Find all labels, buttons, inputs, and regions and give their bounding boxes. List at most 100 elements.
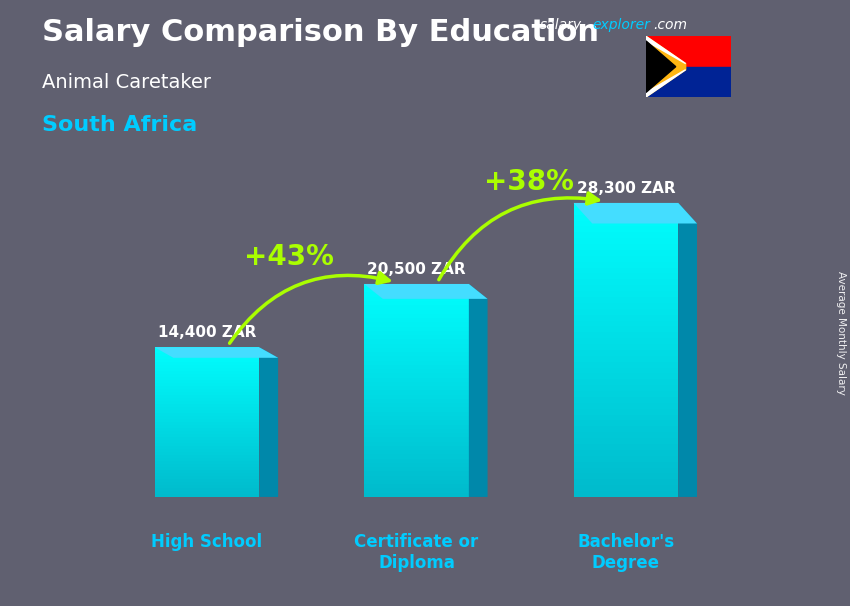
- Bar: [364, 335, 469, 339]
- Text: Animal Caretaker: Animal Caretaker: [42, 73, 212, 92]
- Bar: [155, 446, 259, 449]
- Bar: [364, 344, 469, 348]
- Bar: [574, 473, 678, 479]
- Bar: [364, 301, 469, 305]
- Bar: [364, 425, 469, 429]
- Bar: [155, 422, 259, 425]
- Bar: [364, 310, 469, 314]
- Bar: [574, 285, 678, 291]
- Text: +43%: +43%: [245, 244, 334, 271]
- Bar: [155, 455, 259, 458]
- Bar: [364, 429, 469, 433]
- Bar: [574, 262, 678, 268]
- Text: Average Monthly Salary: Average Monthly Salary: [836, 271, 846, 395]
- Bar: [364, 373, 469, 378]
- Bar: [155, 392, 259, 395]
- Bar: [574, 479, 678, 485]
- Bar: [364, 314, 469, 318]
- Bar: [574, 373, 678, 379]
- Bar: [574, 427, 678, 432]
- Text: +38%: +38%: [484, 168, 574, 196]
- Polygon shape: [678, 203, 697, 497]
- Bar: [155, 428, 259, 431]
- Bar: [364, 395, 469, 399]
- Bar: [155, 362, 259, 365]
- Bar: [574, 344, 678, 350]
- Bar: [574, 415, 678, 421]
- Bar: [364, 348, 469, 352]
- Bar: [574, 491, 678, 497]
- Bar: [155, 434, 259, 437]
- Bar: [364, 361, 469, 365]
- Bar: [155, 347, 259, 350]
- Polygon shape: [646, 36, 680, 97]
- Bar: [364, 450, 469, 454]
- Bar: [155, 359, 259, 362]
- Bar: [574, 238, 678, 244]
- Bar: [155, 449, 259, 452]
- Bar: [155, 488, 259, 491]
- Bar: [364, 297, 469, 301]
- Text: 14,400 ZAR: 14,400 ZAR: [158, 325, 256, 340]
- Text: explorer: explorer: [592, 18, 650, 32]
- Bar: [574, 408, 678, 415]
- Bar: [155, 383, 259, 386]
- Bar: [155, 401, 259, 404]
- Bar: [155, 464, 259, 467]
- Bar: [364, 365, 469, 369]
- Bar: [364, 446, 469, 450]
- Bar: [364, 378, 469, 382]
- Bar: [574, 221, 678, 227]
- Bar: [155, 437, 259, 440]
- Bar: [364, 331, 469, 335]
- Bar: [155, 350, 259, 353]
- Bar: [155, 425, 259, 428]
- Bar: [364, 407, 469, 411]
- Bar: [574, 432, 678, 438]
- Bar: [155, 371, 259, 375]
- Bar: [364, 471, 469, 476]
- Bar: [364, 339, 469, 344]
- Bar: [155, 479, 259, 482]
- Bar: [574, 227, 678, 232]
- Bar: [155, 431, 259, 434]
- Bar: [155, 375, 259, 378]
- Bar: [364, 390, 469, 395]
- Bar: [364, 318, 469, 322]
- Bar: [574, 209, 678, 215]
- Bar: [155, 407, 259, 410]
- Bar: [364, 454, 469, 459]
- Bar: [574, 438, 678, 444]
- Bar: [574, 338, 678, 344]
- Text: 28,300 ZAR: 28,300 ZAR: [576, 181, 675, 196]
- Bar: [364, 356, 469, 361]
- Text: 20,500 ZAR: 20,500 ZAR: [367, 262, 466, 277]
- Bar: [574, 215, 678, 221]
- Bar: [155, 485, 259, 488]
- Bar: [574, 268, 678, 273]
- Polygon shape: [646, 36, 686, 64]
- Bar: [574, 309, 678, 315]
- Bar: [574, 462, 678, 467]
- Bar: [574, 379, 678, 385]
- Bar: [574, 350, 678, 356]
- Bar: [574, 321, 678, 327]
- Bar: [155, 461, 259, 464]
- Bar: [646, 67, 731, 97]
- Bar: [155, 476, 259, 479]
- Bar: [574, 467, 678, 473]
- Polygon shape: [469, 284, 488, 497]
- Text: salary: salary: [540, 18, 582, 32]
- Bar: [155, 416, 259, 419]
- Bar: [574, 297, 678, 303]
- Bar: [574, 232, 678, 238]
- Bar: [574, 250, 678, 256]
- Bar: [364, 399, 469, 403]
- Bar: [155, 419, 259, 422]
- Bar: [155, 365, 259, 368]
- Polygon shape: [646, 36, 686, 97]
- Bar: [364, 382, 469, 386]
- Bar: [364, 459, 469, 463]
- Bar: [155, 410, 259, 413]
- Bar: [155, 440, 259, 443]
